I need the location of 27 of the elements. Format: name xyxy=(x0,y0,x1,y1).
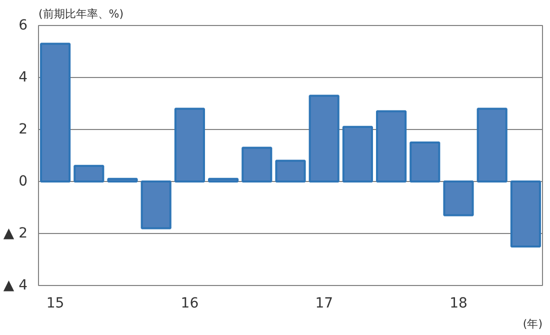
y-tick-label: ▲ 2 xyxy=(3,226,28,242)
y-tick-label: 6 xyxy=(18,18,28,34)
bar xyxy=(242,146,272,182)
bar xyxy=(443,180,474,216)
bar xyxy=(140,180,172,230)
y-tick-label: 2 xyxy=(18,122,28,138)
y-tick-label: 0 xyxy=(18,174,28,190)
bar xyxy=(174,108,205,182)
bar xyxy=(342,126,373,182)
x-axis-title: (年) xyxy=(522,318,543,330)
y-tick-label: 4 xyxy=(18,70,28,86)
x-tick-label: 17 xyxy=(315,296,334,312)
x-tick-label: 15 xyxy=(46,296,64,312)
bar xyxy=(208,178,239,182)
bar xyxy=(40,42,71,182)
y-tick-label: ▲ 4 xyxy=(3,278,28,294)
bar xyxy=(107,178,138,182)
bar xyxy=(476,108,508,182)
x-tick-label: 18 xyxy=(450,296,468,312)
bar xyxy=(74,164,104,182)
bar xyxy=(510,180,541,248)
bar xyxy=(376,110,407,182)
bar xyxy=(410,142,440,182)
y-axis-title: (前期比年率、%) xyxy=(38,8,124,20)
bar xyxy=(275,160,306,182)
bar xyxy=(308,94,340,182)
x-tick-label: 16 xyxy=(180,296,199,312)
